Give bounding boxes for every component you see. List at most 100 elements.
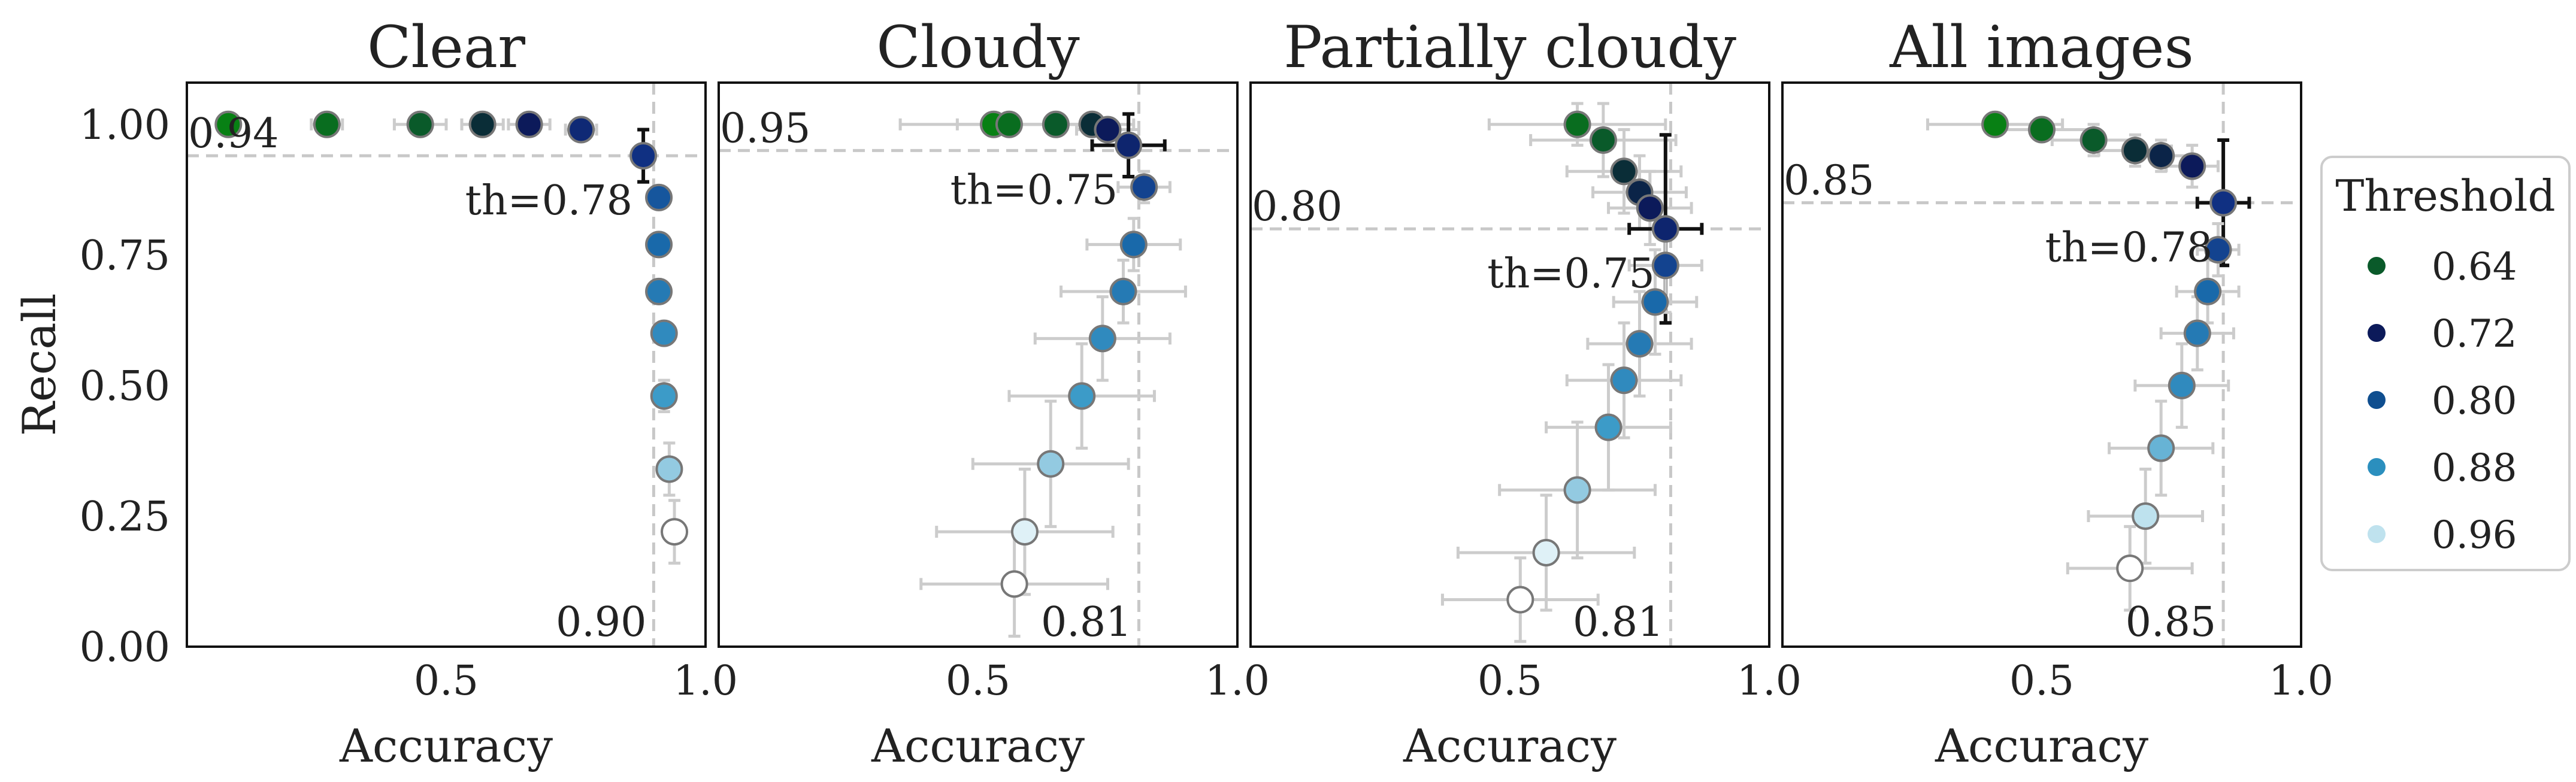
y-tick-label: 0.75 <box>80 232 170 280</box>
data-point <box>645 183 673 211</box>
data-point <box>1610 157 1638 186</box>
y-tick-label: 1.00 <box>80 102 170 149</box>
x-tick-label: 0.5 <box>414 657 479 705</box>
data-point <box>2147 434 2175 462</box>
data-point <box>567 116 595 144</box>
data-point <box>1651 251 1679 280</box>
data-point <box>655 455 683 483</box>
x-axis-label: Accuracy <box>871 719 1085 772</box>
data-point <box>2079 126 2108 154</box>
legend-marker <box>2368 257 2386 275</box>
data-point <box>1981 110 2009 138</box>
panel-1: Clear th=0.78 0.90 0.94 0.5 1.0 Accuracy 0.00 0.… <box>13 14 738 772</box>
x-tick-label: 0.5 <box>946 657 1010 705</box>
data-point <box>1119 231 1148 259</box>
data-point <box>1651 215 1679 243</box>
data-point <box>1641 288 1669 316</box>
threshold-annotation: th=0.78 <box>2045 225 2213 272</box>
recall-reference-label: 0.94 <box>188 110 279 157</box>
x-tick-label: 0.5 <box>2009 657 2074 705</box>
data-point <box>1563 110 1591 138</box>
data-point <box>313 110 341 138</box>
y-tick-label: 0.00 <box>80 624 170 671</box>
data-point <box>1094 116 1122 144</box>
recall-reference-label: 0.85 <box>1784 157 1874 205</box>
legend-marker <box>2368 525 2386 543</box>
accuracy-reference-label: 0.81 <box>1573 599 1663 646</box>
legend-marker <box>2368 391 2386 409</box>
panel-title: Clear <box>367 14 525 81</box>
panel-2: Cloudy th=0.75 0.81 0.95 0.5 1.0 Accuracy <box>718 14 1270 772</box>
accuracy-reference-label: 0.85 <box>2126 599 2216 646</box>
plot-frame <box>186 81 707 648</box>
data-point <box>2204 236 2232 264</box>
y-tick-label: 0.25 <box>80 493 170 541</box>
data-point <box>2028 116 2056 144</box>
data-point <box>1010 518 1039 546</box>
data-point <box>2209 189 2238 217</box>
data-point <box>515 110 543 138</box>
plot-frame <box>1781 81 2302 648</box>
accuracy-reference-label: 0.81 <box>1041 599 1131 646</box>
x-tick-label: 1.0 <box>1737 657 1802 705</box>
x-axis-label: Accuracy <box>1403 719 1617 772</box>
panel-4: All images th=0.78 0.85 0.85 0.5 1.0 Accuracy <box>1781 14 2333 772</box>
x-tick-label: 1.0 <box>1205 657 1270 705</box>
legend-label: 0.72 <box>2432 312 2517 356</box>
data-point <box>1088 325 1116 353</box>
data-point <box>1594 413 1623 441</box>
accuracy-reference-label: 0.90 <box>556 599 646 646</box>
data-point <box>1109 277 1137 305</box>
legend: Threshold 0.64 0.72 0.80 0.88 0.96 <box>2320 156 2571 571</box>
panel-title: Partially cloudy <box>1284 14 1736 81</box>
legend-marker <box>2368 458 2386 476</box>
threshold-annotation: th=0.75 <box>951 167 1118 214</box>
data-point <box>1610 366 1638 395</box>
data-point <box>1115 131 1143 159</box>
data-point <box>2132 502 2160 530</box>
data-point <box>995 110 1023 138</box>
data-point <box>2147 142 2175 170</box>
data-point <box>2116 554 2144 583</box>
legend-label: 0.88 <box>2432 446 2517 490</box>
data-point <box>2194 277 2222 305</box>
data-point <box>1068 382 1096 410</box>
data-point <box>1625 330 1654 358</box>
recall-reference-label: 0.95 <box>720 105 810 152</box>
data-point <box>1130 173 1158 201</box>
data-point <box>650 382 678 410</box>
data-point <box>1000 570 1028 598</box>
data-point <box>2183 319 2211 347</box>
data-point <box>1636 194 1664 222</box>
data-point <box>468 110 497 138</box>
data-point <box>1506 586 1534 614</box>
data-point <box>2168 371 2196 399</box>
data-point <box>1563 476 1591 504</box>
threshold-annotation: th=0.75 <box>1487 250 1655 298</box>
panel-3: Partially cloudy th=0.75 0.81 0.80 0.5 1.0 Acc… <box>1249 14 1802 772</box>
plot-frame <box>718 81 1239 648</box>
data-point <box>1589 126 1617 154</box>
x-axis-label: Accuracy <box>1935 719 2148 772</box>
data-point <box>1037 450 1065 478</box>
data-point <box>2178 152 2206 180</box>
data-point <box>645 231 673 259</box>
data-point <box>214 110 243 138</box>
data-point <box>406 110 434 138</box>
y-tick-label: 0.50 <box>80 363 170 410</box>
recall-reference-label: 0.80 <box>1252 183 1342 231</box>
panel-title: Cloudy <box>876 14 1079 81</box>
y-axis-label: Recall <box>13 293 66 437</box>
data-point <box>1532 539 1560 566</box>
legend-label: 0.96 <box>2432 513 2517 557</box>
panels: Clear th=0.78 0.90 0.94 0.5 1.0 Accuracy 0.00 0.… <box>13 14 2333 772</box>
x-axis-label: Accuracy <box>339 719 553 772</box>
threshold-annotation: th=0.78 <box>465 177 633 225</box>
x-tick-label: 1.0 <box>673 657 738 705</box>
legend-title: Threshold <box>2335 171 2555 221</box>
data-point <box>629 142 658 170</box>
data-point <box>650 319 678 347</box>
legend-label: 0.64 <box>2432 245 2517 289</box>
data-point <box>645 277 673 305</box>
